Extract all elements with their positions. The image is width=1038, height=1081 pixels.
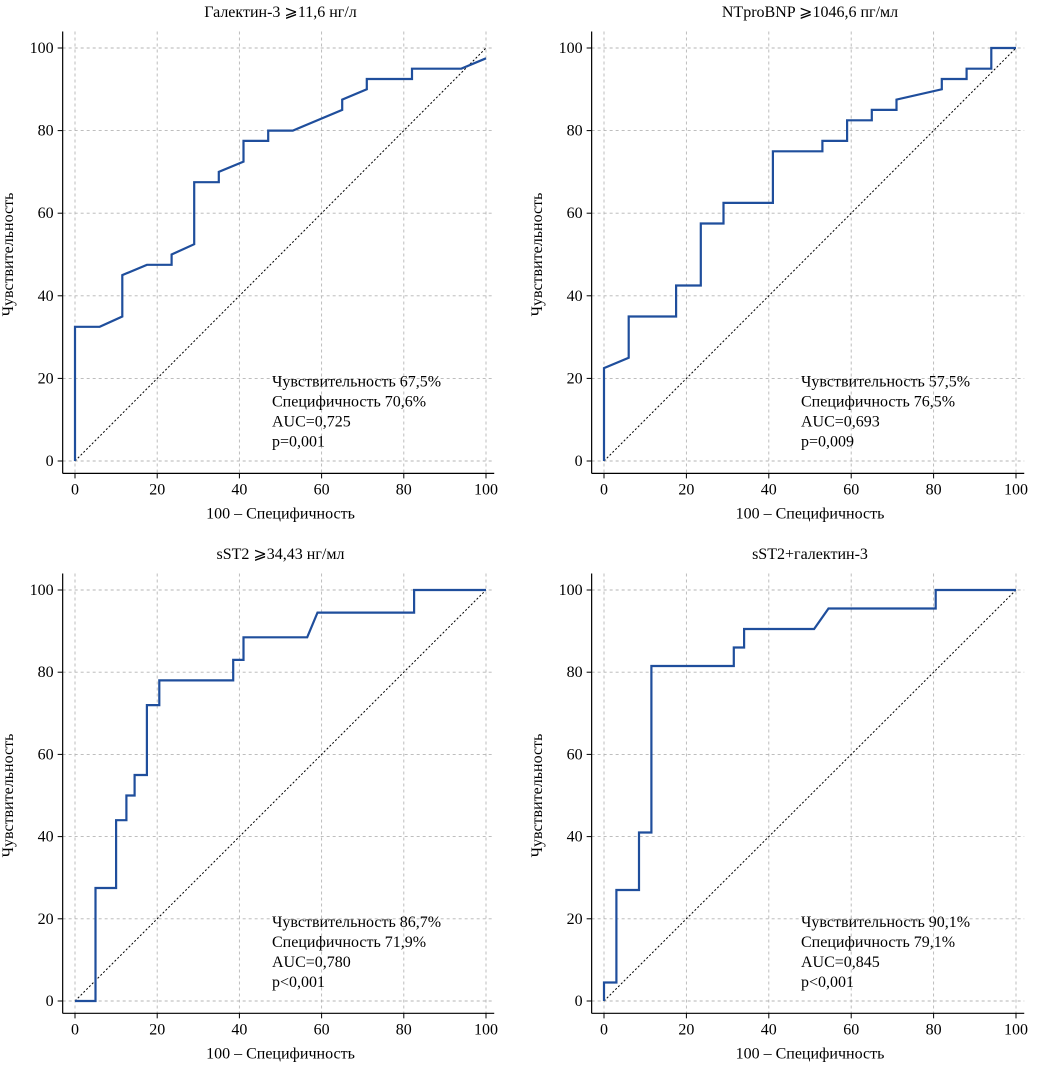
y-tick-label: 80: [38, 664, 54, 681]
x-tick-label: 80: [396, 1021, 412, 1038]
x-tick-label: 100: [474, 481, 498, 498]
x-tick-label: 80: [926, 1021, 942, 1038]
roc-curve: [75, 588, 486, 1003]
y-axis-label: Чувствительность: [0, 734, 17, 858]
y-tick-label: 20: [38, 911, 54, 928]
x-tick-label: 40: [231, 481, 247, 498]
annotation-line: AUC=0,780: [272, 954, 351, 971]
x-tick-label: 0: [600, 481, 608, 498]
y-tick-label: 60: [567, 746, 583, 763]
annotation-line: Специфичность 76,5%: [801, 393, 955, 410]
y-tick-label: 40: [38, 288, 54, 305]
roc-curve: [73, 57, 487, 461]
y-tick-label: 0: [575, 993, 583, 1010]
x-tick-label: 80: [396, 481, 412, 498]
x-tick-label: 60: [843, 1021, 859, 1038]
x-axis-label: 100 – Специфичность: [206, 1045, 355, 1062]
x-tick-label: 40: [761, 481, 777, 498]
x-tick-label: 60: [843, 481, 859, 498]
x-tick-label: 100: [1004, 1021, 1028, 1038]
annotation-line: p=0,001: [272, 433, 325, 450]
x-axis-label: 100 – Специфичность: [736, 505, 885, 522]
annotation-line: p=0,009: [801, 433, 854, 450]
x-tick-label: 0: [600, 1021, 608, 1038]
y-tick-label: 100: [30, 582, 54, 599]
y-tick-label: 60: [38, 205, 54, 222]
annotation-line: p<0,001: [272, 974, 325, 991]
x-tick-label: 100: [474, 1021, 498, 1038]
y-tick-label: 40: [567, 829, 583, 846]
x-tick-label: 0: [71, 481, 79, 498]
y-tick-label: 0: [46, 993, 54, 1010]
x-tick-label: 60: [314, 481, 330, 498]
x-tick-label: 20: [149, 481, 165, 498]
y-axis-label: Чувствительность: [0, 193, 17, 317]
roc-panel-2: 0 20 40 60 80 100 0 20 40 60 80 100 NTproBNP ⩾1046,6…: [529, 4, 1028, 522]
x-tick-label: 40: [761, 1021, 777, 1038]
y-tick-label: 80: [38, 123, 54, 140]
x-tick-label: 20: [149, 1021, 165, 1038]
y-axis-label: Чувствительность: [529, 734, 546, 858]
annotation-line: AUC=0,725: [272, 413, 351, 430]
x-tick-label: 60: [314, 1021, 330, 1038]
y-tick-label: 100: [559, 582, 583, 599]
y-tick-label: 40: [567, 288, 583, 305]
y-tick-label: 80: [567, 123, 583, 140]
y-tick-label: 40: [38, 829, 54, 846]
y-tick-label: 60: [38, 746, 54, 763]
chart-title: sST2 ⩾34,43 нг/мл: [217, 546, 345, 563]
y-tick-label: 0: [575, 453, 583, 470]
y-tick-label: 0: [46, 453, 54, 470]
annotation-line: AUC=0,845: [801, 954, 880, 971]
chart-title: sST2+галектин-3: [752, 546, 868, 563]
y-tick-label: 80: [567, 664, 583, 681]
x-tick-label: 40: [231, 1021, 247, 1038]
x-axis-label: 100 – Специфичность: [736, 1045, 885, 1062]
y-tick-label: 100: [559, 40, 583, 57]
reference-line: [603, 589, 1017, 1002]
annotation-line: Специфичность 71,9%: [272, 934, 426, 951]
chart-title: Галектин-3 ⩾11,6 нг/л: [204, 4, 357, 21]
annotation-line: Чувствительность 86,7%: [272, 914, 441, 931]
annotation-line: p<0,001: [801, 974, 854, 991]
x-tick-label: 20: [678, 1021, 694, 1038]
annotation-line: AUC=0,693: [801, 413, 880, 430]
roc-panel-4: 0 20 40 60 80 100 0 20 40 60 80 100 sST2+галектин-3 1…: [529, 546, 1028, 1062]
x-tick-label: 0: [71, 1021, 79, 1038]
chart-title: NTproBNP ⩾1046,6 пг/мл: [722, 4, 898, 21]
annotation-line: Чувствительность 67,5%: [272, 373, 441, 390]
annotation-line: Специфичность 79,1%: [801, 934, 955, 951]
y-tick-label: 20: [38, 370, 54, 387]
x-tick-label: 80: [926, 481, 942, 498]
annotation-line: Чувствительность 90,1%: [801, 914, 970, 931]
y-tick-label: 20: [567, 911, 583, 928]
y-tick-label: 100: [30, 40, 54, 57]
x-tick-label: 20: [678, 481, 694, 498]
y-tick-label: 20: [567, 370, 583, 387]
reference-line: [74, 47, 487, 462]
y-tick-label: 60: [567, 205, 583, 222]
annotation-line: Специфичность 70,6%: [272, 393, 426, 410]
roc-panel-1: 0 20 40 60 80 100 0 20 40 60 80 100 Галектин-3 ⩾11,6…: [0, 4, 498, 522]
reference-line: [603, 47, 1017, 462]
x-tick-label: 100: [1004, 481, 1028, 498]
roc-curve: [602, 588, 1016, 1001]
roc-curve: [602, 46, 1016, 461]
x-axis-label: 100 – Специфичность: [206, 505, 355, 522]
reference-line: [74, 589, 487, 1002]
roc-panel-3: 0 20 40 60 80 100 0 20 40 60 80 100 sST2 ⩾34,43 нг/м…: [0, 546, 498, 1062]
grid: [62, 573, 495, 1014]
annotation-line: Чувствительность 57,5%: [801, 373, 970, 390]
y-axis-label: Чувствительность: [529, 193, 546, 317]
